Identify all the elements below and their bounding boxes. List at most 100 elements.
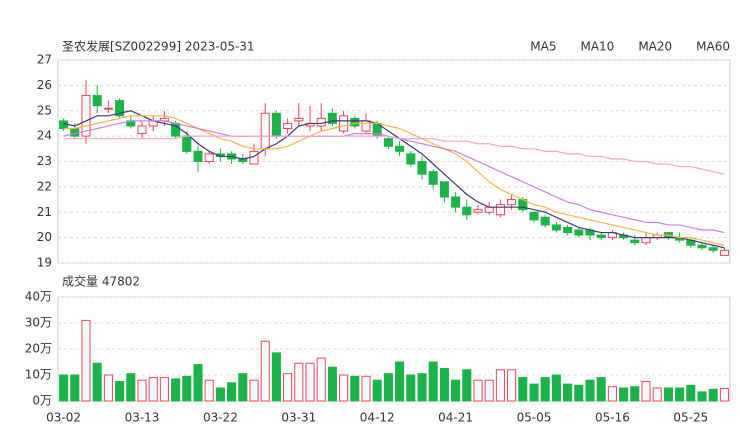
x-tick-label: 04-21	[438, 411, 473, 425]
volume-bar	[383, 373, 393, 402]
y-tick-label: 22	[37, 179, 52, 193]
candle-body	[249, 150, 259, 165]
x-tick-label: 03-31	[281, 411, 316, 425]
candle-body	[193, 150, 203, 163]
candle-body	[719, 249, 729, 256]
volume-bar	[327, 366, 337, 402]
volume-bar	[417, 373, 427, 402]
volume-bar	[663, 387, 673, 402]
volume-bar	[137, 379, 147, 402]
volume-bar	[59, 374, 69, 402]
volume-bar	[596, 377, 606, 402]
candle-body	[350, 117, 360, 127]
volume-bar	[215, 387, 225, 402]
candle-body	[540, 216, 550, 226]
candle-body	[294, 117, 304, 122]
volume-bar	[585, 379, 595, 402]
y-tick-label: 24	[37, 129, 52, 143]
y-tick-label: 23	[37, 154, 52, 168]
volume-bar	[607, 386, 617, 402]
volume-bar	[641, 381, 651, 402]
volume-bar	[697, 391, 707, 402]
candle-body	[495, 204, 505, 216]
volume-bar	[372, 379, 382, 402]
volume-bar	[484, 379, 494, 402]
volume-bar	[719, 388, 729, 402]
volume-bar	[507, 369, 517, 402]
candle-body	[708, 247, 718, 251]
candle-body	[551, 224, 561, 231]
candle-body	[507, 199, 517, 206]
volume-bar	[551, 374, 561, 402]
volume-bar	[159, 377, 169, 402]
volume-bar	[350, 375, 360, 402]
candle-body	[574, 229, 584, 236]
candle-body	[204, 153, 214, 162]
candle-body	[473, 209, 483, 213]
candle-body	[283, 122, 293, 130]
candle-body	[327, 112, 337, 124]
candle-body	[462, 206, 472, 216]
x-tick-label: 03-22	[203, 411, 238, 425]
volume-bar	[652, 387, 662, 402]
volume-bar	[204, 379, 214, 402]
volume-bar	[103, 374, 113, 402]
candle-body	[361, 120, 371, 132]
y-tick-label: 40万	[25, 290, 52, 304]
volume-bar	[540, 377, 550, 402]
volume-bar	[406, 374, 416, 402]
volume-bar	[271, 352, 281, 402]
volume-bar	[227, 382, 237, 402]
volume-bar	[451, 379, 461, 402]
y-tick-label: 25	[37, 103, 52, 117]
candle-body	[428, 171, 438, 185]
ma-line	[63, 110, 725, 249]
volume-bar	[260, 340, 270, 402]
candle-body	[59, 120, 69, 130]
chart-title: 圣农发展[SZ002299] 2023-05-31	[62, 39, 255, 54]
volume-bar	[305, 362, 315, 402]
y-tick-label: 19	[37, 256, 52, 270]
volume-bar	[249, 379, 259, 402]
x-tick-label: 03-02	[46, 411, 81, 425]
candle-body	[395, 145, 405, 152]
volume-bar	[126, 373, 136, 402]
candle-body	[383, 138, 393, 147]
volume-bar	[81, 319, 91, 402]
candle-body	[339, 115, 349, 132]
volume-bar	[193, 364, 203, 402]
candle-body	[451, 196, 461, 208]
candle-body	[316, 117, 326, 127]
volume-bar	[361, 375, 371, 402]
volume-bar	[439, 368, 449, 402]
volume-bar	[115, 381, 125, 402]
candle-body	[70, 128, 80, 137]
volume-bar	[563, 383, 573, 402]
legend-entry: MA5	[530, 40, 556, 54]
legend-entry: MA10	[580, 40, 614, 54]
candle-body	[260, 112, 270, 150]
volume-title: 成交量 47802	[62, 274, 140, 289]
candle-body	[406, 153, 416, 165]
volume-bar	[395, 361, 405, 402]
x-tick-label: 05-25	[673, 411, 708, 425]
volume-bar	[518, 377, 528, 402]
candle-body	[439, 181, 449, 198]
volume-bar	[294, 362, 304, 402]
x-tick-label: 05-05	[517, 411, 552, 425]
candle-body	[529, 211, 539, 221]
volume-bar	[686, 384, 696, 402]
ma-line	[63, 115, 725, 246]
volume-bar	[675, 387, 685, 402]
candle-body	[641, 237, 651, 244]
legend-entry: MA20	[638, 40, 672, 54]
candle-body	[81, 95, 91, 137]
y-tick-label: 20	[37, 230, 52, 244]
volume-bar	[619, 387, 629, 402]
volume-bar	[529, 383, 539, 402]
volume-bar	[428, 361, 438, 402]
candle-body	[417, 161, 427, 175]
y-tick-label: 10万	[25, 368, 52, 382]
candle-body	[630, 239, 640, 244]
